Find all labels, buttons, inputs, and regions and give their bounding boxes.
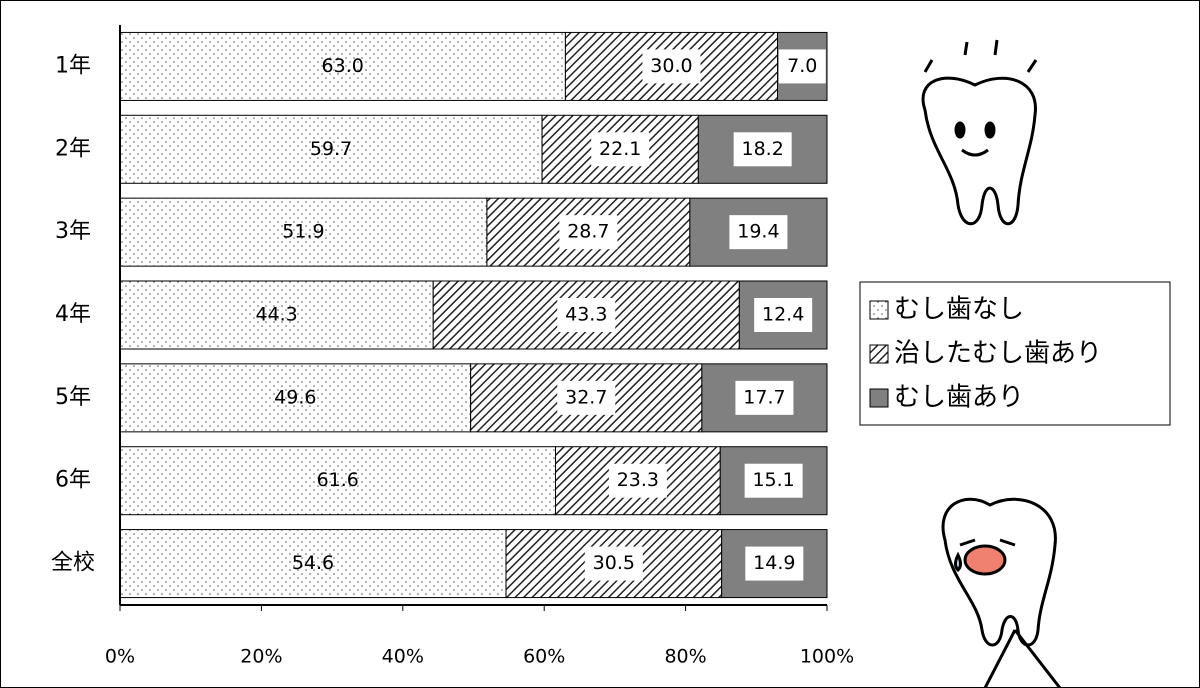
x-tick-label: 100%: [800, 646, 854, 668]
y-tick-label: 2年: [55, 136, 91, 161]
value-label-bg: [557, 380, 616, 415]
value-label: 32.7: [565, 386, 607, 408]
legend-swatch: [869, 388, 889, 408]
value-label: 14.9: [753, 552, 795, 574]
value-label: 59.7: [310, 138, 352, 160]
value-label: 51.9: [282, 221, 324, 243]
bar-segment: [119, 31, 566, 101]
value-label: 15.1: [752, 469, 794, 491]
value-label-bg: [754, 298, 813, 332]
value-label-bg: [584, 546, 643, 581]
bar-segment: [119, 446, 557, 516]
legend-swatch: [869, 300, 889, 320]
y-tick-label: 全校: [51, 551, 95, 576]
x-tick-label: 40%: [382, 646, 424, 668]
value-label: 23.3: [617, 469, 659, 491]
x-tick-label: 60%: [523, 646, 565, 668]
value-label: 30.0: [650, 55, 692, 77]
value-label-bg: [745, 546, 804, 581]
legend-swatch: [869, 344, 889, 364]
y-tick-label: 1年: [55, 53, 91, 78]
value-label: 18.2: [742, 138, 784, 160]
value-label-bg: [559, 215, 618, 250]
value-label: 44.3: [255, 304, 297, 326]
legend-box: [859, 281, 1171, 426]
y-tick-label: 4年: [55, 302, 91, 327]
value-label: 12.4: [762, 304, 804, 326]
value-label-bg: [591, 132, 650, 167]
bar-segment: [119, 529, 507, 599]
value-label-bg: [744, 463, 803, 498]
legend-label: 治したむし歯あり: [894, 339, 1102, 369]
value-label: 30.5: [593, 552, 635, 574]
y-tick-label: 6年: [55, 468, 91, 493]
value-label: 19.4: [737, 221, 779, 243]
value-label-bg: [778, 49, 826, 84]
x-tick-label: 80%: [664, 646, 706, 668]
bar-segment: [119, 197, 488, 267]
worried-tooth: [941, 497, 1062, 688]
value-label-bg: [735, 380, 794, 415]
x-tick-label: 0%: [105, 646, 135, 668]
happy-tooth: [921, 39, 1038, 226]
value-label-bg: [733, 132, 792, 167]
value-label: 43.3: [565, 304, 607, 326]
value-label: 54.6: [292, 552, 334, 574]
value-label: 49.6: [274, 386, 316, 408]
value-label: 7.0: [787, 55, 817, 77]
y-tick-label: 3年: [55, 219, 91, 244]
value-label-bg: [729, 215, 788, 250]
plot: 0% 20% 40% 60% 80% 100% 1年 63.0 30.0 7.0 2年 59.7 22.…: [51, 25, 854, 668]
value-label-bg: [557, 298, 616, 332]
value-label-bg: [642, 49, 701, 84]
value-label: 61.6: [317, 469, 359, 491]
legend-label: むし歯なし: [894, 295, 1024, 325]
legend-label: むし歯あり: [894, 383, 1024, 413]
value-label: 63.0: [322, 55, 364, 77]
x-tick-label: 20%: [240, 646, 282, 668]
value-label-bg: [608, 463, 667, 498]
value-label: 22.1: [599, 138, 641, 160]
bar-segment: [119, 114, 543, 184]
value-label: 17.7: [743, 386, 785, 408]
y-tick-label: 5年: [55, 385, 91, 410]
value-label: 28.7: [567, 221, 609, 243]
